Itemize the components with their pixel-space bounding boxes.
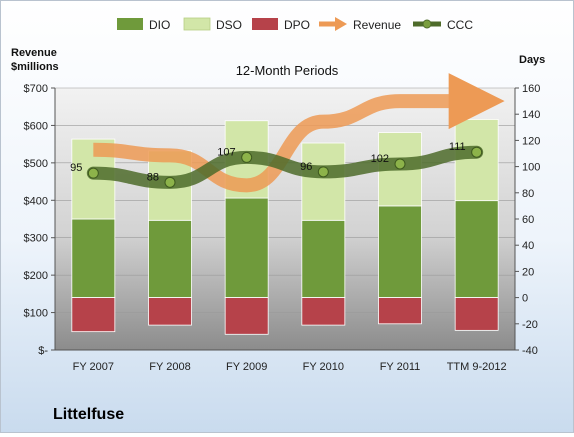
legend-label-dpo: DPO: [284, 18, 310, 32]
ccc-point: [472, 147, 482, 157]
bar-dio: [455, 201, 498, 298]
legend-label-dso: DSO: [216, 18, 242, 32]
right-axis-label: Days: [519, 54, 545, 66]
x-tick-label: TTM 9-2012: [447, 361, 507, 373]
left-tick-label: $100: [24, 308, 48, 320]
ccc-data-label: 88: [147, 171, 159, 183]
legend-item-dio: DIO: [117, 18, 170, 32]
legend: DIO DSO DPO Revenue CCC: [117, 17, 473, 32]
right-tick-label: 160: [522, 83, 540, 95]
left-tick-label: $500: [24, 158, 48, 170]
right-tick-label: -40: [522, 345, 538, 357]
legend-item-dpo: DPO: [252, 18, 310, 32]
legend-swatch-dso: [184, 18, 210, 30]
right-tick-label: 140: [522, 109, 540, 121]
legend-label-ccc: CCC: [447, 18, 473, 32]
legend-swatch-dpo: [252, 18, 278, 30]
x-tick-label: FY 2009: [226, 361, 267, 373]
company-name: Littelfuse: [53, 406, 124, 423]
legend-arrowhead-revenue: [335, 17, 347, 31]
x-tick-label: FY 2010: [303, 361, 344, 373]
bar-dio: [225, 198, 268, 298]
bar-dio: [149, 220, 192, 297]
right-tick-label: 120: [522, 135, 540, 147]
right-tick-label: -20: [522, 319, 538, 331]
right-tick-label: 80: [522, 188, 534, 200]
bar-dso: [302, 143, 345, 220]
bar-dpo: [379, 298, 422, 324]
chart-title: 12-Month Periods: [236, 63, 339, 78]
left-axis-label-line1: Revenue: [11, 47, 57, 59]
right-tick-label: 0: [522, 293, 528, 305]
bar-dpo: [225, 298, 268, 335]
right-tick-label: 100: [522, 162, 540, 174]
x-tick-label: FY 2007: [73, 361, 114, 373]
bar-dso: [455, 119, 498, 200]
ccc-point: [165, 177, 175, 187]
left-tick-label: $700: [24, 83, 48, 95]
bar-dpo: [149, 298, 192, 326]
x-tick-label: FY 2008: [149, 361, 190, 373]
left-tick-label: $400: [24, 195, 48, 207]
ccc-point: [88, 168, 98, 178]
legend-item-revenue: Revenue: [319, 17, 401, 32]
bar-dio: [72, 219, 115, 298]
left-axis-label-line2: $millions: [11, 61, 59, 73]
left-tick-label: $200: [24, 270, 48, 282]
ccc-data-label: 111: [449, 141, 466, 153]
bar-dpo: [302, 298, 345, 326]
left-tick-label: $-: [38, 345, 48, 357]
left-tick-label: $600: [24, 120, 48, 132]
x-tick-label: FY 2011: [380, 361, 421, 373]
ccc-point: [395, 159, 405, 169]
ccc-point: [242, 152, 252, 162]
left-tick-label: $300: [24, 233, 48, 245]
bar-dio: [302, 220, 345, 297]
legend-item-dso: DSO: [184, 18, 242, 32]
ccc-data-label: 95: [70, 162, 82, 174]
legend-swatch-dio: [117, 18, 143, 30]
bar-dpo: [72, 298, 115, 332]
ccc-data-label: 102: [371, 153, 389, 165]
bar-dio: [379, 206, 422, 298]
legend-marker-ccc: [423, 20, 431, 28]
legend-item-ccc: CCC: [413, 18, 473, 32]
ccc-data-label: 107: [217, 146, 235, 158]
plot-area: [55, 88, 515, 350]
ccc-data-label: 96: [300, 161, 312, 173]
right-tick-label: 20: [522, 266, 534, 278]
legend-label-dio: DIO: [149, 18, 170, 32]
ccc-point: [318, 167, 328, 177]
legend-label-revenue: Revenue: [353, 18, 401, 32]
right-tick-label: 40: [522, 240, 534, 252]
right-tick-label: 60: [522, 214, 534, 226]
bar-dpo: [455, 298, 498, 331]
